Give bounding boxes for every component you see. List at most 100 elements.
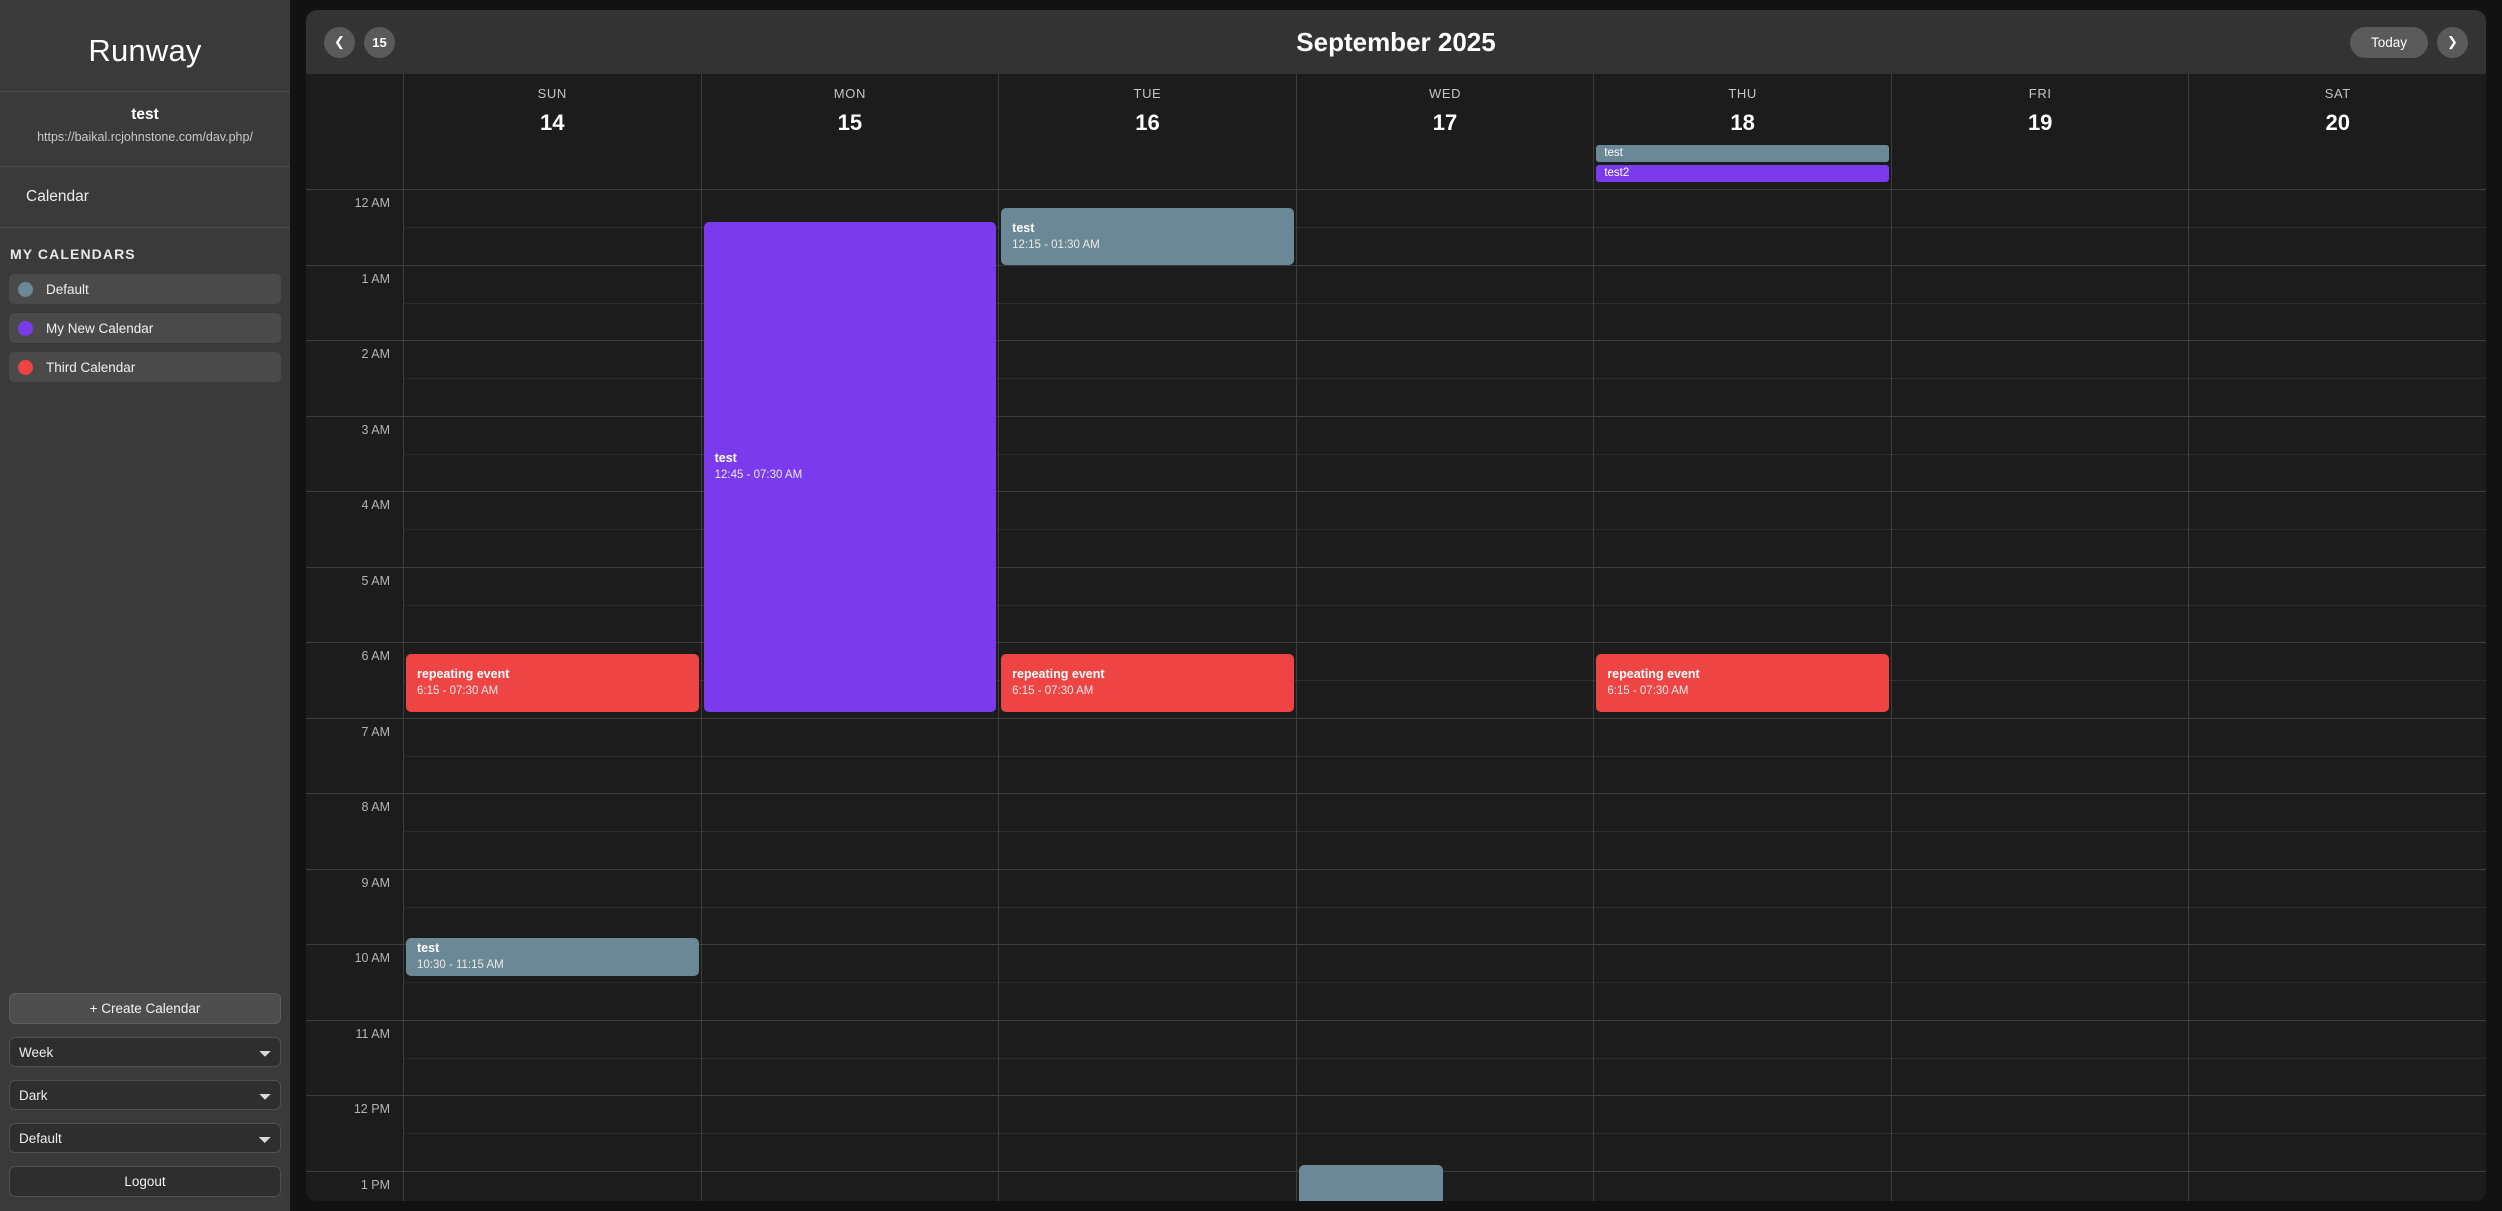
day-header-column[interactable]: MON 15 — [702, 74, 1000, 189]
hour-slot[interactable] — [2189, 719, 2486, 794]
hour-slot[interactable] — [999, 719, 1296, 794]
day-column[interactable]: repeating event 6:15 - 07:30 AM test 10:30 … — [404, 190, 702, 1201]
hour-slot[interactable] — [1891, 341, 2189, 417]
hour-slot[interactable] — [404, 492, 701, 568]
hour-slot[interactable] — [1594, 190, 1891, 266]
hour-slot[interactable] — [1892, 1172, 2189, 1202]
hour-slot[interactable] — [2189, 794, 2486, 870]
hour-slot[interactable] — [1891, 870, 2189, 945]
view-select[interactable]: DayWeekMonth — [9, 1037, 281, 1067]
hour-slot[interactable] — [1891, 492, 2189, 568]
hour-slot[interactable] — [701, 719, 999, 794]
calendar-list-item[interactable]: Third Calendar — [9, 352, 281, 382]
hour-slot[interactable] — [999, 417, 1296, 492]
hour-slot[interactable] — [1891, 266, 2189, 341]
calendar-event[interactable]: repeating event 6:15 - 07:30 AM — [1001, 654, 1294, 712]
hour-slot[interactable] — [2189, 870, 2486, 945]
hour-slot[interactable] — [1594, 945, 1891, 1021]
hour-slot[interactable] — [404, 417, 701, 492]
calendar-event[interactable]: test 10:30 - 11:15 AM — [406, 938, 699, 976]
theme-select[interactable]: DarkLight — [9, 1080, 281, 1110]
hour-slot[interactable] — [404, 945, 701, 1021]
chevron-left-icon[interactable]: ❮ — [324, 26, 355, 58]
day-header-column[interactable]: THU 18 test test2 — [1594, 74, 1892, 189]
calendar-list-item[interactable]: My New Calendar — [9, 313, 281, 343]
hour-slot[interactable] — [1296, 190, 1594, 266]
hour-slot[interactable] — [1296, 568, 1594, 643]
create-calendar-button[interactable]: + Create Calendar — [9, 993, 281, 1024]
hour-slot[interactable] — [2189, 341, 2486, 417]
hour-slot[interactable] — [1296, 1096, 1594, 1172]
hour-slot[interactable] — [1594, 266, 1891, 341]
hour-slot[interactable] — [999, 1021, 1296, 1096]
hour-slot[interactable] — [1296, 341, 1594, 417]
hour-slot[interactable] — [404, 266, 701, 341]
hour-slot[interactable] — [1594, 417, 1891, 492]
hour-slot[interactable] — [1891, 417, 2189, 492]
hour-slot[interactable] — [1594, 1021, 1891, 1096]
hour-slot[interactable] — [701, 870, 999, 945]
hour-slot[interactable] — [2189, 266, 2486, 341]
hour-slot[interactable] — [1296, 945, 1594, 1021]
hour-slot[interactable] — [999, 568, 1296, 643]
hour-slot[interactable] — [1296, 870, 1594, 945]
hour-slot[interactable] — [1296, 492, 1594, 568]
day-header-column[interactable]: WED 17 — [1297, 74, 1595, 189]
day-column[interactable]: test 12:15 - 01:30 AM repeating event 6:15 … — [999, 190, 1297, 1201]
hour-slot[interactable] — [1891, 1021, 2189, 1096]
hour-slot[interactable] — [2189, 643, 2486, 719]
hour-slot[interactable] — [2189, 945, 2486, 1021]
hour-slot[interactable] — [1891, 643, 2189, 719]
hour-slot[interactable] — [701, 1021, 999, 1096]
hour-slot[interactable] — [702, 1172, 999, 1202]
hour-slot[interactable] — [999, 1172, 1296, 1202]
calendar-event[interactable]: repeating event 6:15 - 07:30 AM — [1596, 654, 1889, 712]
hour-slot[interactable] — [999, 341, 1296, 417]
sidebar-item-calendar[interactable]: Calendar — [26, 188, 89, 205]
hour-slot[interactable] — [2189, 492, 2486, 568]
hour-slot[interactable] — [1296, 417, 1594, 492]
logout-button[interactable]: Logout — [9, 1166, 281, 1197]
hour-slot[interactable] — [404, 190, 701, 266]
default-select[interactable]: Default — [9, 1123, 281, 1153]
hour-slot[interactable] — [701, 1096, 999, 1172]
hour-slot[interactable] — [1891, 945, 2189, 1021]
hour-slot[interactable] — [1594, 492, 1891, 568]
hour-slot[interactable] — [1891, 794, 2189, 870]
hour-slot[interactable] — [701, 945, 999, 1021]
hour-slot[interactable] — [999, 870, 1296, 945]
hour-slot[interactable] — [999, 266, 1296, 341]
hour-slot[interactable] — [404, 794, 701, 870]
hour-slot[interactable] — [404, 719, 701, 794]
hour-slot[interactable] — [2189, 1021, 2486, 1096]
hour-slot[interactable] — [999, 492, 1296, 568]
hour-slot[interactable] — [404, 1096, 701, 1172]
hour-slot[interactable] — [1296, 719, 1594, 794]
hour-slot[interactable] — [1891, 719, 2189, 794]
hour-slot[interactable] — [2189, 417, 2486, 492]
calendar-event[interactable]: test 12:45 - 07:30 AM — [703, 222, 997, 712]
hour-slot[interactable] — [404, 568, 701, 643]
hour-slot[interactable] — [1594, 341, 1891, 417]
all-day-event[interactable]: test — [1596, 145, 1889, 162]
hour-slot[interactable] — [2189, 568, 2486, 643]
hour-slot[interactable] — [404, 1172, 701, 1202]
day-header-column[interactable]: TUE 16 — [999, 74, 1297, 189]
today-button[interactable]: Today — [2349, 26, 2428, 58]
hour-slot[interactable] — [1594, 1096, 1891, 1172]
hour-slot[interactable] — [404, 341, 701, 417]
calendar-event[interactable]: repeating event 6:15 - 07:30 AM — [406, 654, 699, 712]
calendar-list-item[interactable]: Default — [9, 274, 281, 304]
hour-slot[interactable] — [1594, 1172, 1891, 1202]
hour-slot[interactable] — [1594, 568, 1891, 643]
hour-slot[interactable] — [1594, 719, 1891, 794]
hour-slot[interactable] — [1296, 794, 1594, 870]
chevron-right-icon[interactable]: ❯ — [2437, 26, 2468, 58]
hour-slot[interactable] — [701, 794, 999, 870]
hour-slot[interactable] — [2189, 1172, 2486, 1202]
all-day-event[interactable]: test2 — [1596, 165, 1889, 182]
hour-slot[interactable] — [2189, 1096, 2486, 1172]
